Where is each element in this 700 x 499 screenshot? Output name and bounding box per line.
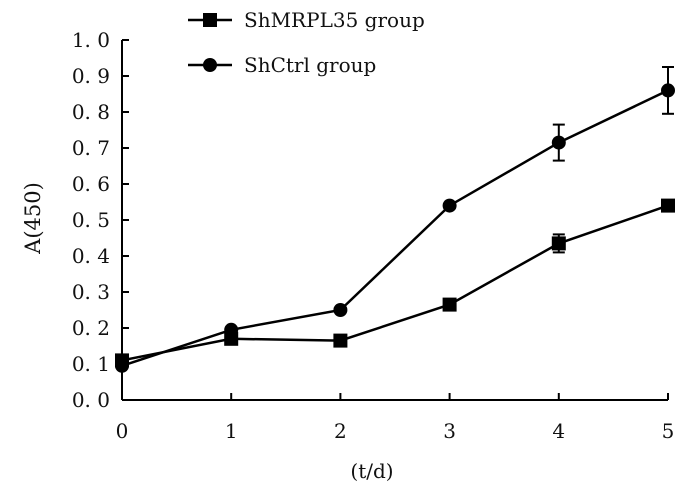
circle-marker	[224, 322, 239, 337]
y-tick-label: 0. 3	[72, 280, 110, 304]
y-tick-label: 0. 7	[72, 136, 110, 160]
legend-item: ShMRPL35 group	[188, 8, 425, 32]
legend-label: ShCtrl group	[244, 53, 376, 77]
y-tick-label: 0. 1	[72, 352, 110, 376]
x-axis-label: (t/d)	[350, 459, 393, 483]
y-tick-label: 0. 4	[72, 244, 110, 268]
square-marker	[442, 297, 457, 312]
series-line	[121, 204, 669, 362]
y-tick-label: 0. 9	[72, 64, 110, 88]
y-axis-label: A(450)	[21, 182, 45, 255]
y-tick-label: 0. 8	[72, 100, 110, 124]
x-tick-label: 3	[443, 419, 456, 443]
y-tick-label: 0. 5	[72, 208, 110, 232]
circle-marker	[203, 58, 217, 72]
y-tick-label: 0. 0	[72, 388, 110, 412]
legend-item: ShCtrl group	[188, 53, 376, 77]
x-tick-label: 4	[552, 419, 565, 443]
square-marker	[203, 13, 217, 27]
series-shmrpl35	[115, 198, 675, 368]
axes: 0. 0 0. 1 0. 2 0. 3 0. 4 0. 5 0. 6 0. 7 0. 8 0. 9…	[72, 28, 675, 443]
series-line	[121, 89, 669, 367]
square-marker	[333, 333, 348, 348]
x-tick-label: 2	[334, 419, 347, 443]
square-marker	[551, 236, 566, 251]
x-tick-label: 0	[116, 419, 129, 443]
circle-marker	[115, 358, 129, 373]
legend-label: ShMRPL35 group	[244, 8, 425, 32]
circle-marker	[333, 303, 348, 317]
series-shctrl	[115, 66, 675, 373]
series-layer	[115, 66, 675, 373]
y-tick-label: 1. 0	[72, 28, 110, 52]
x-tick-label: 1	[225, 419, 238, 443]
circle-marker	[551, 135, 566, 150]
circle-marker	[442, 198, 457, 213]
y-tick-label: 0. 2	[72, 316, 110, 340]
y-tick-label: 0. 6	[72, 172, 110, 196]
legend: ShMRPL35 group ShCtrl group	[188, 8, 425, 77]
x-tick-label: 5	[662, 419, 675, 443]
circle-marker	[661, 83, 675, 98]
square-marker	[661, 198, 675, 213]
